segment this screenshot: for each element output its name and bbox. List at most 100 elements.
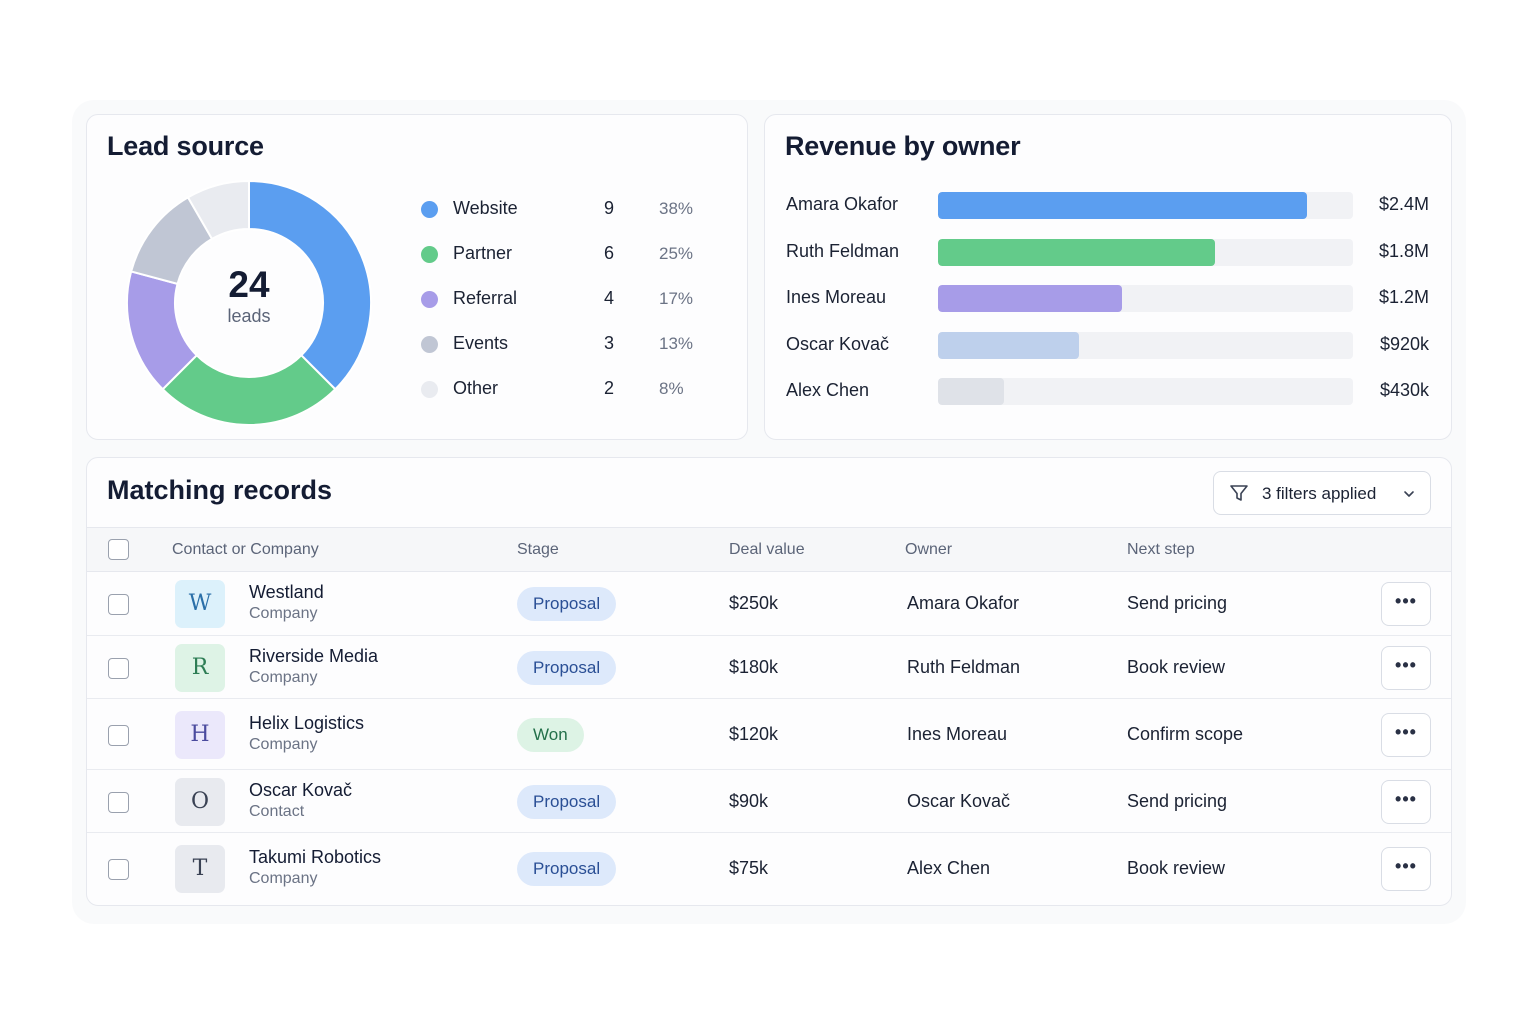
row-checkbox[interactable] bbox=[108, 791, 129, 813]
record-name[interactable]: Riverside Media bbox=[249, 645, 379, 666]
row-checkbox[interactable] bbox=[108, 594, 129, 615]
column-header-owner[interactable]: Owner bbox=[905, 541, 953, 558]
legend-label: Website bbox=[453, 198, 518, 218]
lead-source-card: Lead source 24 leads Website 9 38% Partner 6… bbox=[86, 114, 748, 440]
avatar: T bbox=[175, 845, 225, 893]
column-header-next-step[interactable]: Next step bbox=[1127, 541, 1195, 558]
table-row[interactable]: T Takumi Robotics Company Proposal $75k Alex … bbox=[87, 833, 1451, 905]
legend-count: 9 bbox=[603, 198, 614, 218]
lead-source-title: Lead source bbox=[107, 131, 264, 161]
table-row[interactable]: R Riverside Media Company Proposal $180k Ruth… bbox=[87, 636, 1451, 699]
avatar: W bbox=[175, 580, 225, 628]
filter-icon bbox=[1230, 485, 1248, 501]
revenue-row: Oscar Kovač $920k bbox=[785, 331, 1433, 378]
stage-badge: Proposal bbox=[517, 650, 617, 685]
revenue-value: $2.4M bbox=[1378, 194, 1429, 214]
revenue-owner-name: Amara Okafor bbox=[786, 194, 899, 214]
records-title: Matching records bbox=[107, 475, 333, 505]
deal-value: $250k bbox=[729, 593, 779, 613]
record-name[interactable]: Westland bbox=[249, 582, 324, 602]
revenue-owner-name: Alex Chen bbox=[786, 380, 870, 400]
total-leads-value: 24 bbox=[228, 264, 270, 305]
matching-records-card: Matching records 3 filters applied Conta… bbox=[86, 457, 1452, 906]
record-type: Company bbox=[249, 870, 318, 887]
legend-count: 4 bbox=[603, 288, 614, 308]
legend-percent: 8% bbox=[659, 379, 684, 398]
stage-badge: Proposal bbox=[517, 784, 617, 819]
more-actions-button[interactable]: ••• bbox=[1381, 712, 1431, 757]
owner-name: Oscar Kovač bbox=[907, 790, 1011, 811]
revenue-value: $1.2M bbox=[1378, 287, 1429, 307]
record-type: Company bbox=[249, 668, 318, 686]
stage-badge: Won bbox=[517, 717, 584, 752]
record-name[interactable]: Takumi Robotics bbox=[249, 847, 382, 867]
revenue-bar bbox=[938, 285, 1123, 312]
legend-count: 6 bbox=[603, 243, 614, 263]
legend-item-partner: Partner 6 25% bbox=[419, 238, 719, 283]
legend-dot bbox=[421, 291, 438, 308]
legend-label: Partner bbox=[453, 243, 513, 263]
revenue-bar-track bbox=[938, 378, 1353, 405]
row-checkbox[interactable] bbox=[108, 859, 129, 880]
legend-count: 3 bbox=[603, 333, 614, 353]
more-actions-button[interactable]: ••• bbox=[1381, 645, 1431, 690]
revenue-row: Alex Chen $430k bbox=[785, 377, 1433, 424]
deal-value: $90k bbox=[729, 790, 769, 811]
select-all-checkbox[interactable] bbox=[108, 539, 129, 560]
legend-label: Events bbox=[453, 333, 509, 353]
donut-slice-website bbox=[248, 179, 372, 391]
revenue-owner-name: Oscar Kovač bbox=[786, 333, 890, 354]
owner-name: Ruth Feldman bbox=[907, 656, 1021, 677]
total-leads-label: leads bbox=[227, 306, 271, 326]
owner-name: Amara Okafor bbox=[907, 593, 1020, 613]
filters-label: 3 filters applied bbox=[1262, 484, 1377, 503]
table-row[interactable]: O Oscar Kovač Contact Proposal $90k Oscar Kov… bbox=[87, 770, 1451, 833]
legend-dot bbox=[421, 246, 438, 263]
record-type: Company bbox=[249, 605, 318, 622]
stage-badge: Proposal bbox=[517, 587, 617, 621]
more-actions-button[interactable]: ••• bbox=[1381, 582, 1431, 626]
legend-item-referral: Referral 4 17% bbox=[419, 283, 719, 328]
revenue-value: $920k bbox=[1379, 333, 1429, 354]
revenue-bar bbox=[938, 331, 1080, 359]
next-step: Book review bbox=[1127, 858, 1226, 878]
legend-item-events: Events 3 13% bbox=[419, 328, 719, 373]
revenue-owner-name: Ruth Feldman bbox=[786, 240, 900, 261]
avatar: H bbox=[175, 710, 225, 759]
revenue-bar-track bbox=[938, 285, 1353, 312]
more-actions-button[interactable]: ••• bbox=[1381, 847, 1431, 891]
row-checkbox[interactable] bbox=[108, 657, 129, 679]
column-header-contact[interactable]: Contact or Company bbox=[172, 541, 319, 558]
legend-count: 2 bbox=[603, 378, 614, 398]
column-header-stage[interactable]: Stage bbox=[517, 541, 559, 558]
revenue-bar-list: Amara Okafor $2.4M Ruth Feldman $1.8M Ines M… bbox=[785, 191, 1433, 424]
chevron-down-icon bbox=[1404, 491, 1414, 497]
revenue-row: Amara Okafor $2.4M bbox=[785, 191, 1433, 238]
record-name[interactable]: Helix Logistics bbox=[249, 712, 365, 733]
table-row[interactable]: W Westland Company Proposal $250k Amara Okafo… bbox=[87, 572, 1451, 636]
table-row[interactable]: H Helix Logistics Company Won $120k Ines More… bbox=[87, 699, 1451, 770]
legend-percent: 25% bbox=[659, 244, 694, 263]
more-actions-button[interactable]: ••• bbox=[1381, 779, 1431, 824]
revenue-value: $1.8M bbox=[1378, 240, 1429, 261]
deal-value: $75k bbox=[729, 858, 769, 878]
revenue-bar bbox=[938, 238, 1215, 266]
legend-percent: 13% bbox=[659, 334, 694, 353]
next-step: Confirm scope bbox=[1127, 723, 1244, 744]
column-header-deal-value[interactable]: Deal value bbox=[729, 541, 805, 558]
revenue-value: $430k bbox=[1379, 380, 1429, 400]
record-type: Company bbox=[249, 735, 318, 753]
revenue-bar-track bbox=[938, 192, 1353, 219]
row-checkbox[interactable] bbox=[108, 724, 129, 746]
owner-name: Alex Chen bbox=[907, 858, 991, 878]
legend-dot bbox=[421, 201, 438, 218]
legend-label: Other bbox=[453, 378, 499, 398]
legend-dot bbox=[421, 336, 438, 353]
revenue-bar bbox=[938, 192, 1307, 219]
revenue-by-owner-card: Revenue by owner Amara Okafor $2.4M Ruth F… bbox=[764, 114, 1452, 440]
filters-dropdown-button[interactable]: 3 filters applied bbox=[1213, 471, 1431, 515]
lead-source-donut bbox=[126, 179, 372, 426]
lead-source-legend: Website 9 38% Partner 6 25% Referral 4 17% Events… bbox=[419, 193, 719, 418]
legend-dot bbox=[421, 381, 438, 398]
record-name[interactable]: Oscar Kovač bbox=[249, 779, 353, 800]
